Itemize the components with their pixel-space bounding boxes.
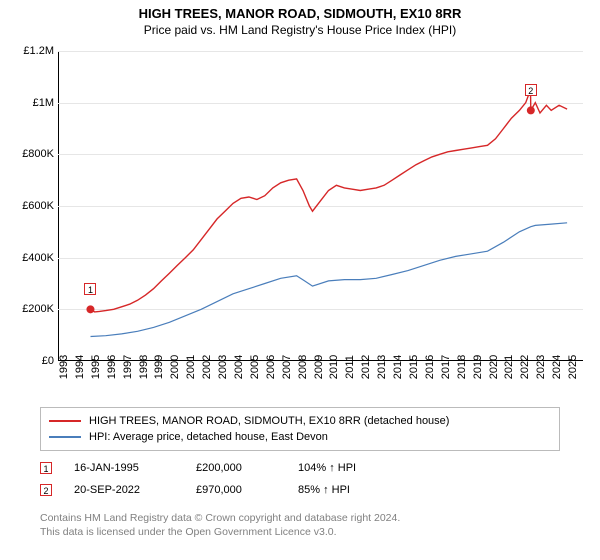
marker-dot — [527, 106, 535, 114]
legend: HIGH TREES, MANOR ROAD, SIDMOUTH, EX10 8… — [40, 407, 560, 451]
y-axis-label: £800K — [22, 148, 54, 160]
legend-item: HIGH TREES, MANOR ROAD, SIDMOUTH, EX10 8… — [49, 413, 551, 429]
legend-swatch — [49, 420, 81, 422]
transaction-price: £970,000 — [196, 484, 276, 496]
marker-badge: 2 — [525, 84, 537, 96]
marker-badge: 1 — [40, 462, 52, 474]
legend-swatch — [49, 436, 81, 438]
chart-lines — [58, 51, 583, 361]
legend-item: HPI: Average price, detached house, East… — [49, 429, 551, 445]
marker-badge: 1 — [84, 283, 96, 295]
y-axis-label: £200K — [22, 303, 54, 315]
marker-badge: 2 — [40, 484, 52, 496]
footer-line: This data is licensed under the Open Gov… — [40, 525, 560, 539]
y-axis-label: £600K — [22, 200, 54, 212]
marker-dot — [86, 305, 94, 313]
table-row: 1 16-JAN-1995 £200,000 104% ↑ HPI — [40, 457, 560, 479]
transaction-hpi: 104% ↑ HPI — [298, 462, 398, 474]
y-axis-label: £1.2M — [23, 45, 54, 57]
transaction-date: 20-SEP-2022 — [74, 484, 174, 496]
legend-label: HPI: Average price, detached house, East… — [89, 431, 328, 443]
legend-label: HIGH TREES, MANOR ROAD, SIDMOUTH, EX10 8… — [89, 415, 449, 427]
chart-subtitle: Price paid vs. HM Land Registry's House … — [0, 23, 600, 37]
transaction-hpi: 85% ↑ HPI — [298, 484, 398, 496]
chart-area: £0£200K£400K£600K£800K£1M£1.2M 199319941… — [0, 37, 600, 407]
footer: Contains HM Land Registry data © Crown c… — [40, 511, 560, 539]
series-line-property — [91, 90, 568, 312]
table-row: 2 20-SEP-2022 £970,000 85% ↑ HPI — [40, 479, 560, 501]
transaction-date: 16-JAN-1995 — [74, 462, 174, 474]
chart-title: HIGH TREES, MANOR ROAD, SIDMOUTH, EX10 8… — [0, 6, 600, 21]
y-axis-label: £400K — [22, 252, 54, 264]
transaction-table: 1 16-JAN-1995 £200,000 104% ↑ HPI 2 20-S… — [40, 457, 560, 501]
footer-line: Contains HM Land Registry data © Crown c… — [40, 511, 560, 525]
y-axis-label: £0 — [42, 355, 54, 367]
y-axis-label: £1M — [33, 97, 54, 109]
transaction-price: £200,000 — [196, 462, 276, 474]
